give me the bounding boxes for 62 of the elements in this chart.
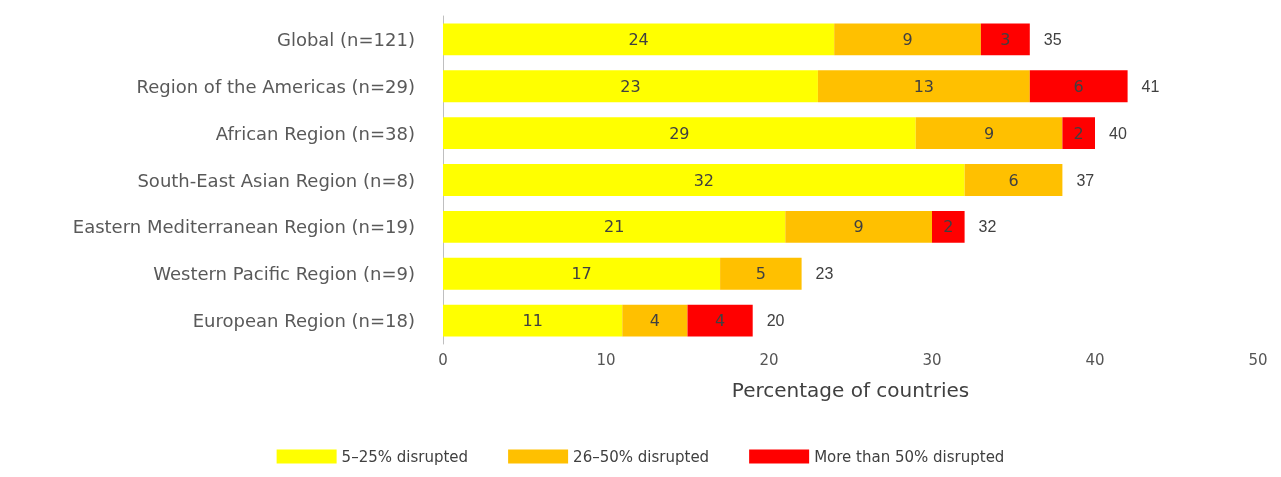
bar <box>443 164 965 196</box>
x-tick-label: 30 <box>922 350 942 369</box>
y-tick-label: African Region (n=38) <box>215 122 415 144</box>
data-label: 9 <box>902 29 913 49</box>
total-label: 40 <box>1109 124 1127 142</box>
total-label: 35 <box>1043 30 1062 48</box>
data-label: 29 <box>669 123 690 143</box>
x-tick-label: 50 <box>1248 350 1268 369</box>
total-label: 32 <box>978 218 997 236</box>
x-tick-label: 40 <box>1085 350 1105 369</box>
y-tick-label: Global (n=121) <box>276 28 415 50</box>
bar <box>1029 70 1128 103</box>
data-label: 9 <box>853 217 864 237</box>
bar <box>443 257 721 290</box>
x-tick-label: 10 <box>596 350 616 369</box>
x-tick-label: 20 <box>759 350 779 369</box>
bar <box>443 70 818 103</box>
data-label: 17 <box>571 264 592 284</box>
bar <box>443 117 916 150</box>
total-label: 23 <box>815 265 834 283</box>
x-axis-title: Percentage of countries <box>731 378 970 402</box>
y-tick-label: Region of the Americas (n=29) <box>136 75 415 97</box>
legend-label: 5–25% disrupted <box>341 447 469 466</box>
y-tick-label: South-East Asian Region (n=8) <box>137 169 415 191</box>
bar <box>964 164 1063 196</box>
legend-label: 26–50% disrupted <box>573 447 710 466</box>
data-label: 6 <box>1073 76 1084 96</box>
total-label: 41 <box>1141 77 1160 95</box>
y-tick-label: Western Pacific Region (n=9) <box>153 263 415 285</box>
bar <box>443 304 623 337</box>
data-label: 9 <box>983 123 995 143</box>
data-label: 6 <box>1008 170 1019 190</box>
bar <box>932 210 965 243</box>
data-label: 21 <box>603 217 625 237</box>
data-label: 13 <box>913 76 935 96</box>
bar <box>785 210 932 243</box>
bar <box>834 23 981 56</box>
y-tick-label: Eastern Mediterranean Region (n=19) <box>72 216 415 238</box>
legend-label: More than 50% disrupted <box>814 447 1005 466</box>
total-label: 20 <box>766 312 785 330</box>
data-label: 3 <box>1000 29 1011 49</box>
bar <box>980 23 1030 56</box>
data-label: 23 <box>620 76 641 96</box>
data-label: 5 <box>755 264 766 284</box>
bar <box>687 304 753 337</box>
bar <box>915 117 1063 150</box>
total-label: 37 <box>1076 171 1095 189</box>
data-label: 32 <box>693 170 714 190</box>
bar <box>443 23 835 56</box>
bar <box>622 304 688 337</box>
data-label: 4 <box>715 311 726 331</box>
bar <box>443 210 786 243</box>
data-label: 4 <box>649 311 660 331</box>
bar <box>817 70 1030 103</box>
x-tick-label: 0 <box>438 350 448 369</box>
bar <box>720 257 802 290</box>
data-label: 2 <box>1073 123 1084 143</box>
bar <box>1062 117 1095 150</box>
data-label: 11 <box>522 311 543 331</box>
data-label: 24 <box>628 29 649 49</box>
data-label: 2 <box>943 217 954 237</box>
y-tick-label: European Region (n=18) <box>192 310 415 332</box>
